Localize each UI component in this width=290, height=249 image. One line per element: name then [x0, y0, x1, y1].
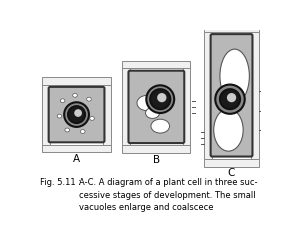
Ellipse shape [68, 106, 85, 123]
Ellipse shape [227, 93, 236, 102]
Bar [204, 32, 212, 159]
Bar [204, 159, 259, 167]
Text: C: C [228, 168, 235, 178]
Text: B: B [153, 155, 160, 165]
Text: A-C. A diagram of a plant cell in three suc-
cessive stages of development. The : A-C. A diagram of a plant cell in three … [79, 179, 258, 212]
Ellipse shape [80, 129, 85, 133]
Ellipse shape [214, 109, 243, 151]
FancyBboxPatch shape [49, 87, 104, 142]
Ellipse shape [90, 117, 94, 120]
Text: Fig. 5.11 :: Fig. 5.11 : [40, 179, 81, 187]
Ellipse shape [151, 119, 170, 133]
Ellipse shape [64, 102, 89, 127]
Text: A: A [73, 154, 80, 164]
Ellipse shape [215, 85, 245, 114]
Bar [103, 85, 111, 145]
Bar [183, 68, 191, 145]
Ellipse shape [146, 108, 160, 119]
FancyBboxPatch shape [128, 71, 184, 143]
Ellipse shape [60, 99, 65, 103]
Ellipse shape [74, 109, 82, 117]
Bar [42, 145, 111, 152]
Bar [42, 85, 50, 145]
Bar [42, 77, 111, 85]
Bar [204, 24, 259, 32]
Ellipse shape [65, 128, 70, 132]
Bar [122, 61, 191, 68]
Ellipse shape [57, 114, 62, 118]
FancyBboxPatch shape [211, 34, 253, 157]
Ellipse shape [150, 89, 170, 109]
Ellipse shape [137, 95, 157, 111]
Ellipse shape [73, 93, 77, 97]
Ellipse shape [87, 97, 91, 101]
Ellipse shape [146, 85, 174, 113]
Bar [122, 145, 191, 153]
Ellipse shape [157, 93, 166, 102]
Bar [122, 68, 130, 145]
Ellipse shape [220, 49, 249, 103]
Bar [251, 32, 259, 159]
Ellipse shape [220, 89, 240, 109]
